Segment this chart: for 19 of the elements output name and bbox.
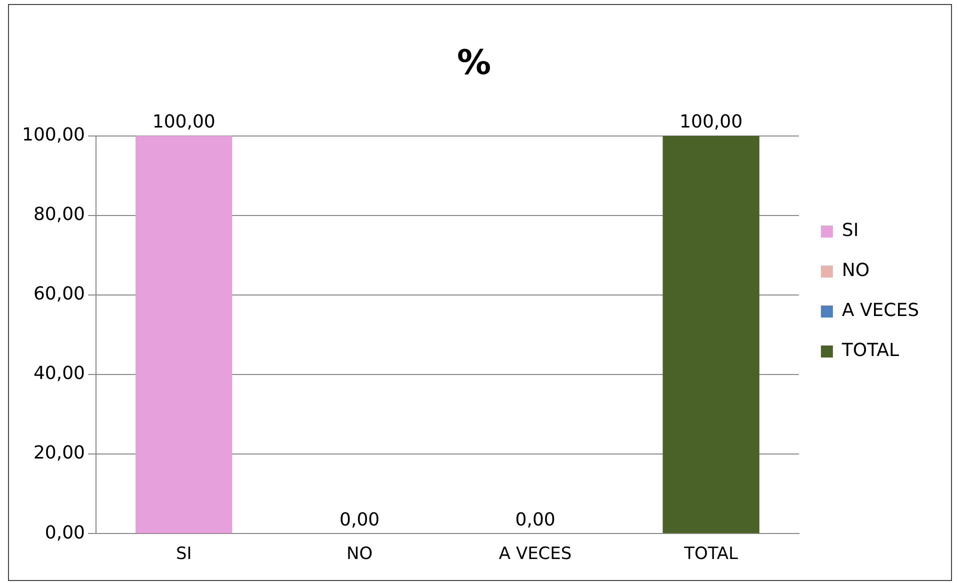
x-tick-label: TOTAL xyxy=(683,544,739,564)
legend-label: A VECES xyxy=(842,300,920,322)
data-label: 0,00 xyxy=(515,509,556,530)
y-tick-label: 40,00 xyxy=(33,363,85,384)
legend-label: SI xyxy=(842,220,859,242)
y-tick-label: 100,00 xyxy=(22,124,85,146)
x-tick-label: NO xyxy=(346,544,373,564)
data-label: 0,00 xyxy=(340,509,380,530)
y-tick-label: 20,00 xyxy=(33,442,85,464)
x-tick-label: A VECES xyxy=(498,544,572,564)
data-label: 100,00 xyxy=(152,111,216,132)
chart-title: % xyxy=(456,43,492,84)
x-tick-label: SI xyxy=(176,544,192,564)
y-tick-label: 0,00 xyxy=(44,522,85,544)
legend-label: TOTAL xyxy=(840,340,900,362)
legend-label: NO xyxy=(842,260,870,282)
data-label: 100,00 xyxy=(680,111,743,132)
y-tick-label: 80,00 xyxy=(33,204,85,226)
y-tick-label: 60,00 xyxy=(33,284,85,305)
